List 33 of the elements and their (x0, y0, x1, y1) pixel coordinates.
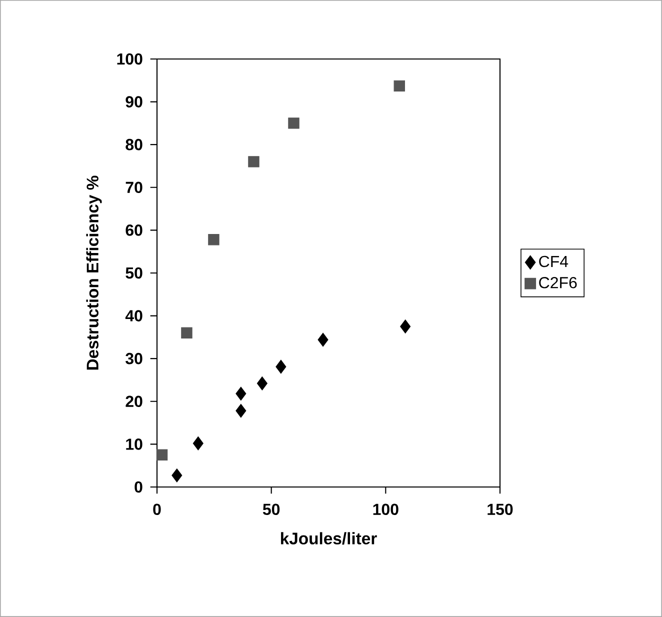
point (276, 360, 286, 374)
point (248, 156, 260, 168)
x-axis-title: kJoules/liter (281, 532, 377, 545)
point (208, 234, 220, 246)
point (236, 386, 246, 401)
y-tick-label: 20 (126, 396, 142, 408)
y-tick-label: 10 (126, 438, 142, 450)
y-axis-title: Destruction Efficiency % (86, 176, 102, 370)
y-tick-label: 70 (126, 182, 142, 194)
point (156, 449, 168, 460)
legend-label: CF4 (539, 256, 568, 268)
point (318, 332, 328, 347)
y-tick-label: 50 (126, 267, 142, 279)
point (394, 80, 405, 92)
y-tick-label: 90 (126, 96, 142, 108)
y-tick-label: 80 (126, 138, 142, 150)
y-tick-label: 0 (134, 481, 142, 493)
point (172, 468, 182, 482)
x-tick-label: 150 (488, 504, 513, 516)
y-tick-label: 60 (126, 224, 142, 236)
point (288, 118, 300, 129)
y-tick-label: 30 (126, 352, 142, 364)
x-tick-label: 100 (373, 504, 398, 516)
point (236, 404, 246, 418)
legend-label: C2F6 (539, 276, 577, 288)
point (400, 320, 411, 334)
y-tick-label: 40 (125, 310, 142, 322)
x-tick-label: 50 (262, 504, 280, 516)
y-tick-label: 100 (117, 53, 142, 65)
point (192, 436, 204, 450)
x-tick-label: 0 (153, 504, 161, 516)
point (256, 376, 268, 390)
point (181, 327, 192, 339)
